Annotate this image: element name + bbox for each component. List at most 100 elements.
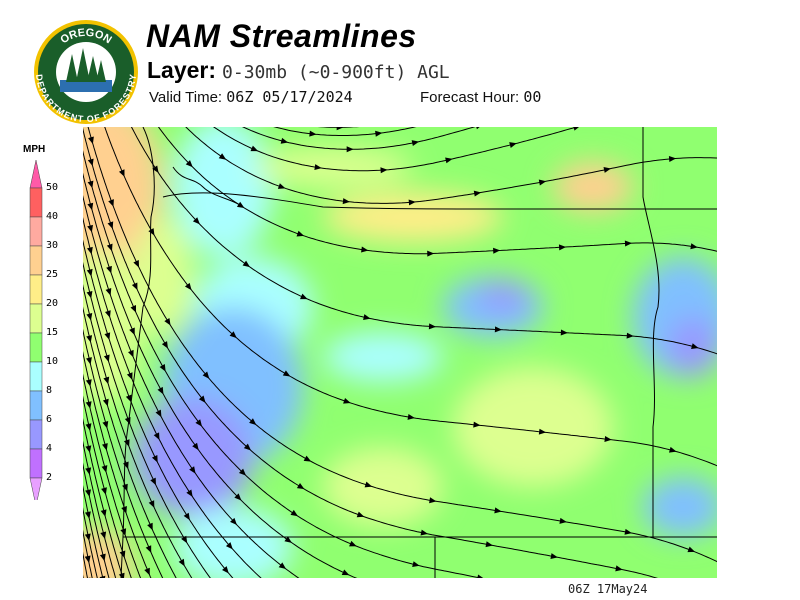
streamline-arrowhead (538, 179, 547, 186)
streamline-arrowhead (86, 357, 92, 365)
streamline-arrowhead (124, 416, 131, 425)
legend-tick: 10 (46, 356, 59, 367)
streamline-arrowhead (133, 259, 140, 268)
streamline-arrowhead (342, 198, 350, 205)
streamline-arrowhead (150, 477, 156, 486)
streamline-arrowhead (624, 240, 632, 247)
streamline-arrowhead (108, 199, 114, 207)
streamline (83, 328, 164, 578)
oregon-department-of-forestry-logo: OREGON DEPARTMENT OF FORESTRY (34, 20, 138, 124)
streamline-arrowhead (119, 550, 126, 559)
streamline (130, 127, 717, 355)
valid-time: Valid Time: 06Z 05/17/2024 (149, 88, 353, 106)
streamline-arrowhead (84, 555, 91, 563)
streamline-arrowhead (186, 489, 193, 498)
streamline-arrowhead (120, 528, 127, 536)
streamline-arrowhead (282, 370, 291, 377)
streamline (83, 485, 104, 578)
streamline-arrowhead (494, 326, 502, 333)
streamline-arrowhead (277, 183, 286, 189)
streamline-arrowhead (420, 529, 428, 536)
legend-swatch (29, 245, 43, 276)
streamline-arrowhead (361, 246, 369, 253)
streamline-arrowhead (192, 442, 199, 451)
streamline-arrowhead (85, 379, 92, 387)
streamline (83, 172, 358, 578)
color-legend: MPH 50 40 30 25 20 15 10 8 6 4 2 (20, 140, 70, 500)
legend-swatch (29, 448, 43, 479)
model-run-stamp: 06Z 17May24 (568, 582, 648, 596)
streamline (83, 462, 110, 578)
streamline-arrowhead (184, 282, 192, 291)
streamline (83, 150, 483, 578)
streamline-arrowhead (230, 517, 237, 526)
streamline-arrowhead (130, 305, 137, 313)
wind-speed-region (133, 217, 193, 337)
legend-bottom-arrow (29, 477, 43, 500)
legend-swatch (29, 390, 43, 421)
streamline-arrowhead (198, 395, 206, 403)
wind-speed-region (173, 507, 293, 578)
streamline-arrowhead (84, 511, 91, 519)
streamline-arrowhead (88, 136, 94, 145)
streamline-arrowhead (249, 418, 257, 426)
streamline-arrowhead (411, 140, 420, 147)
streamline-arrowhead (477, 574, 484, 578)
streamline-arrowhead (493, 247, 501, 254)
streamline-arrowhead (155, 409, 162, 418)
streamline-arrowhead (242, 260, 251, 268)
streamline-arrowhead (106, 243, 113, 252)
streamline-arrowhead (473, 421, 481, 428)
streamline-arrowhead (103, 354, 110, 363)
legend-tick: 8 (46, 385, 53, 396)
streamline-arrowhead (181, 535, 188, 544)
streamline-arrowhead (375, 130, 383, 137)
streamline-arrowhead (363, 314, 371, 321)
streamline-arrowhead (476, 127, 480, 130)
streamline-arrowhead (290, 509, 299, 517)
streamline-arrowhead (314, 164, 322, 171)
legend-swatch (29, 303, 43, 334)
streamline-arrowhead (157, 386, 164, 395)
streamline-arrowhead (153, 432, 160, 440)
streamline-arrowhead (509, 142, 517, 148)
streamline-map (83, 127, 717, 578)
streamline-arrowhead (99, 553, 106, 562)
streamline-arrowhead (148, 500, 155, 508)
streamline-arrowhead (485, 541, 493, 548)
streamline-arrowhead (624, 528, 632, 535)
streamline (157, 127, 717, 255)
streamline (83, 529, 93, 578)
streamline (83, 551, 88, 578)
streamline-arrowhead (102, 420, 109, 429)
streamline-arrowhead (202, 371, 210, 379)
streamline (213, 127, 579, 172)
streamline-arrowhead (296, 230, 305, 237)
wind-speed-region (478, 282, 528, 312)
streamline-arrowhead (104, 332, 111, 340)
streamline-arrowhead (412, 561, 420, 568)
layer-label: Layer: (147, 57, 217, 83)
streamline-arrowhead (99, 575, 106, 578)
streamline-arrowhead (550, 553, 558, 560)
streamline-arrowhead (243, 443, 252, 451)
streamline-arrowhead (144, 567, 150, 576)
streamline-arrowhead (690, 243, 698, 250)
streamline-arrowhead (86, 335, 93, 343)
streamline-arrowhead (229, 331, 237, 339)
streamline-arrowhead (151, 455, 158, 463)
wind-speed-region (643, 477, 717, 537)
streamline-arrowhead (604, 435, 612, 442)
streamline-arrowhead (84, 533, 91, 541)
streamline-arrowhead (218, 153, 227, 160)
wind-speed-region (133, 397, 253, 517)
streamline-arrowhead (278, 562, 287, 570)
streamline-arrowhead (105, 288, 112, 296)
streamline-arrowhead (122, 461, 129, 470)
streamline-arrowhead (85, 423, 92, 431)
streamline-arrowhead (380, 167, 388, 174)
streamline (83, 194, 300, 578)
streamline-arrowhead (195, 419, 203, 427)
page-title: NAM Streamlines (146, 18, 417, 54)
streamline-arrowhead (87, 180, 94, 189)
